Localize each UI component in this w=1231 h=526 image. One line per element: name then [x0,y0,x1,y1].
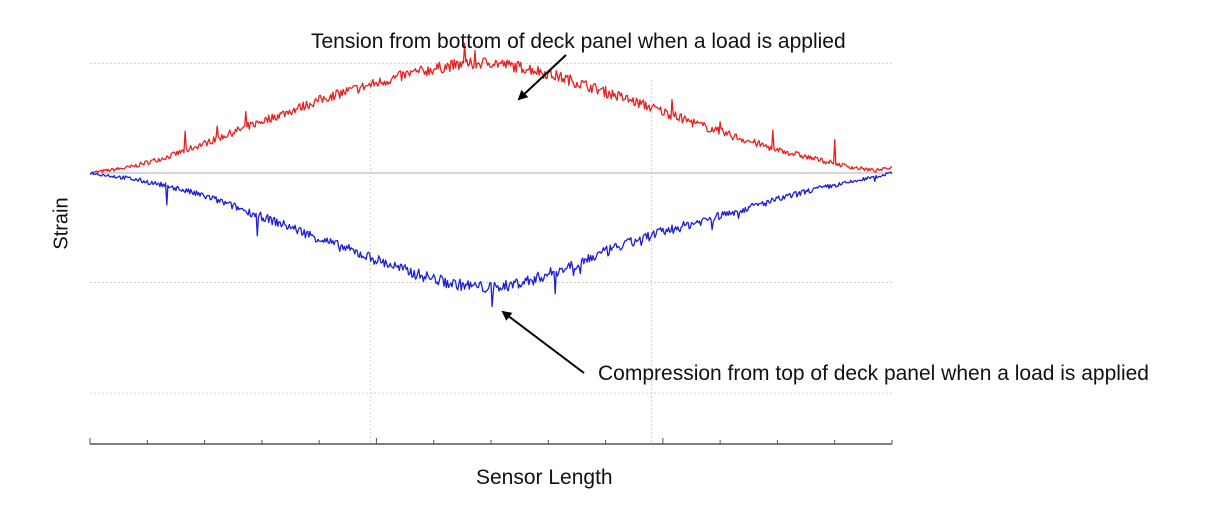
series-line-1 [89,171,893,308]
tension-arrow [517,54,567,101]
compression-annotation: Compression from top of deck panel when … [598,362,1149,385]
y-axis-label: Strain [50,197,73,250]
grid [90,62,892,444]
tension-annotation: Tension from bottom of deck panel when a… [311,30,846,53]
x-axis [89,438,893,445]
compression-arrow [501,310,585,374]
plot-area [89,42,893,308]
annotation-arrows [501,54,585,374]
series-line-0 [89,42,893,175]
x-axis-label: Sensor Length [476,466,613,489]
